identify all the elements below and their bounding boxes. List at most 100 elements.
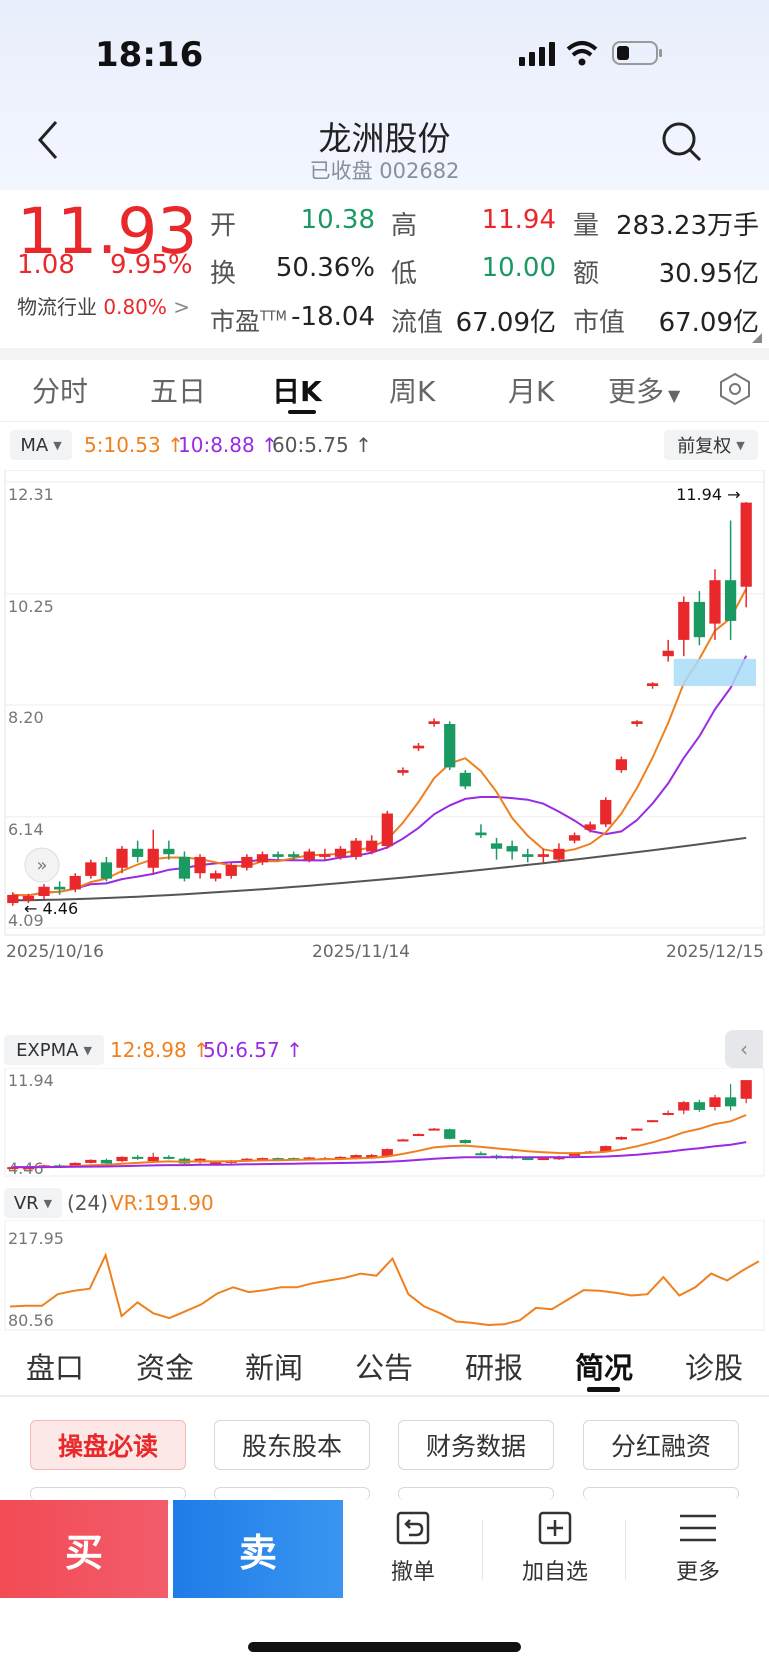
add-watchlist-button[interactable]: 加自选 xyxy=(515,1510,595,1586)
candle-body xyxy=(740,1080,752,1099)
candle-body xyxy=(600,799,612,825)
tab-diagnose[interactable]: 诊股 xyxy=(685,1351,744,1385)
candle-body xyxy=(7,1167,19,1170)
candle-body xyxy=(631,1128,643,1131)
candle-body xyxy=(350,840,362,857)
candle-body xyxy=(147,848,159,868)
search-button[interactable] xyxy=(660,120,704,164)
tab-handicap[interactable]: 盘口 xyxy=(26,1351,85,1385)
candle-body xyxy=(366,1155,378,1158)
candle-body xyxy=(693,1102,706,1110)
dropdown-arrow-icon: ▼ xyxy=(736,438,745,452)
kline-chart[interactable]: 12.31 10.25 8.20 6.14 4.09 11.94 → ← 4.46 2025/… xyxy=(0,470,769,1025)
dropdown-arrow-icon: ▼ xyxy=(668,386,681,405)
tab-intraday[interactable]: 分时 xyxy=(32,375,89,408)
tab-announcements[interactable]: 公告 xyxy=(355,1351,414,1385)
candle-body xyxy=(22,895,35,901)
tab-daily-k[interactable]: 日K xyxy=(272,375,322,408)
tab-news[interactable]: 新闻 xyxy=(245,1351,304,1385)
chip-financials[interactable]: 财务数据 xyxy=(398,1420,554,1470)
expma-chart: 11.944.46 xyxy=(4,1068,765,1178)
chart-frame xyxy=(4,470,765,936)
y-tick-label: 217.95 xyxy=(8,1229,64,1248)
candle-body xyxy=(334,848,347,857)
chip-dividends[interactable]: 分红融资 xyxy=(583,1420,739,1470)
tab-monthly-k[interactable]: 月K xyxy=(508,375,555,408)
tab-five-day[interactable]: 五日 xyxy=(150,375,207,408)
chart-period-tabs: 分时 五日 日K 周K 月K 更多 ▼ xyxy=(0,360,769,422)
candle-body xyxy=(163,848,175,855)
candle-body xyxy=(568,835,581,841)
plus-square-icon xyxy=(538,1511,572,1545)
tab-more[interactable]: 更多 ▼ xyxy=(608,375,681,408)
candle-body xyxy=(256,1158,269,1161)
candle-body xyxy=(210,1162,222,1165)
divider xyxy=(482,1520,483,1580)
collapse-panel-button[interactable]: ‹ xyxy=(725,1030,763,1068)
expma-selector[interactable]: EXPMA ▼ xyxy=(4,1035,104,1065)
x-tick-label: 2025/12/15 xyxy=(666,942,764,962)
candle-body xyxy=(69,1162,81,1166)
industry-link[interactable]: 物流行业 0.80% > xyxy=(17,291,190,320)
candle-body xyxy=(132,1156,144,1159)
candle-body xyxy=(210,873,222,879)
cancel-order-button[interactable]: 撤单 xyxy=(380,1510,446,1586)
candle-body xyxy=(288,854,300,857)
stock-status-code: 已收盘 002682 xyxy=(309,159,460,183)
chip-shareholders[interactable]: 股东股本 xyxy=(214,1420,370,1470)
candle-body xyxy=(428,721,440,724)
sell-button[interactable]: 卖 xyxy=(173,1500,343,1598)
candle-body xyxy=(85,862,97,876)
last-price: 11.93 xyxy=(17,195,198,268)
tab-research[interactable]: 研报 xyxy=(465,1351,524,1385)
candle-body xyxy=(506,846,518,852)
divider xyxy=(0,1395,769,1397)
divider xyxy=(625,1520,626,1580)
candle-body xyxy=(646,683,659,687)
candle-body xyxy=(334,1156,347,1159)
candle-body xyxy=(241,1158,253,1162)
candle-body xyxy=(522,854,534,857)
tab-weekly-k[interactable]: 周K xyxy=(389,375,436,408)
candle-body xyxy=(241,856,253,868)
candle-body xyxy=(303,851,315,860)
adjust-selector[interactable]: 前复权 ▼ xyxy=(664,430,758,460)
tab-funds[interactable]: 资金 xyxy=(136,1351,195,1385)
candle-body xyxy=(537,854,549,857)
chart-settings-button[interactable] xyxy=(718,372,752,410)
chevron-right-icon: > xyxy=(173,295,191,319)
double-chevron-icon xyxy=(24,847,60,883)
vr-selector[interactable]: VR ▼ xyxy=(4,1188,62,1218)
candle-body xyxy=(38,886,50,896)
more-button[interactable]: 更多 xyxy=(668,1510,728,1586)
candle-body xyxy=(412,745,425,749)
candle-body xyxy=(428,1128,440,1131)
chip-trading-guide[interactable]: 操盘必读 xyxy=(30,1420,186,1470)
hexagon-settings-icon xyxy=(720,372,750,406)
chip-row-partial xyxy=(398,1487,554,1500)
ma-selector[interactable]: MA ▼ xyxy=(10,430,72,460)
candle-body xyxy=(397,1139,409,1142)
buy-button[interactable]: 买 xyxy=(0,1500,168,1598)
y-tick-label: 4.09 xyxy=(8,911,44,930)
ma60-value: 60:5.75 ↑ xyxy=(272,433,372,457)
back-button[interactable] xyxy=(30,118,70,162)
candle-body xyxy=(412,1134,425,1137)
candle-body xyxy=(256,854,269,863)
tab-profile[interactable]: 简况 xyxy=(575,1351,634,1385)
candle-body xyxy=(568,1153,581,1156)
candle-body xyxy=(397,770,409,773)
industry-label: 物流行业 xyxy=(17,295,97,319)
candle-body xyxy=(53,886,66,890)
candle-body xyxy=(272,1158,284,1161)
price-change: 1.08 xyxy=(17,250,75,280)
expma12-value: 12:8.98 ↑ xyxy=(110,1038,210,1062)
header-background xyxy=(0,0,769,190)
candle-body xyxy=(272,854,284,857)
candle-body xyxy=(132,848,144,857)
scroll-left-button[interactable]: » xyxy=(24,847,60,883)
expand-corner-icon[interactable] xyxy=(752,333,762,343)
candle-body xyxy=(724,1097,737,1107)
chip-row-partial xyxy=(214,1487,370,1500)
x-tick-label: 2025/11/14 xyxy=(312,942,410,962)
